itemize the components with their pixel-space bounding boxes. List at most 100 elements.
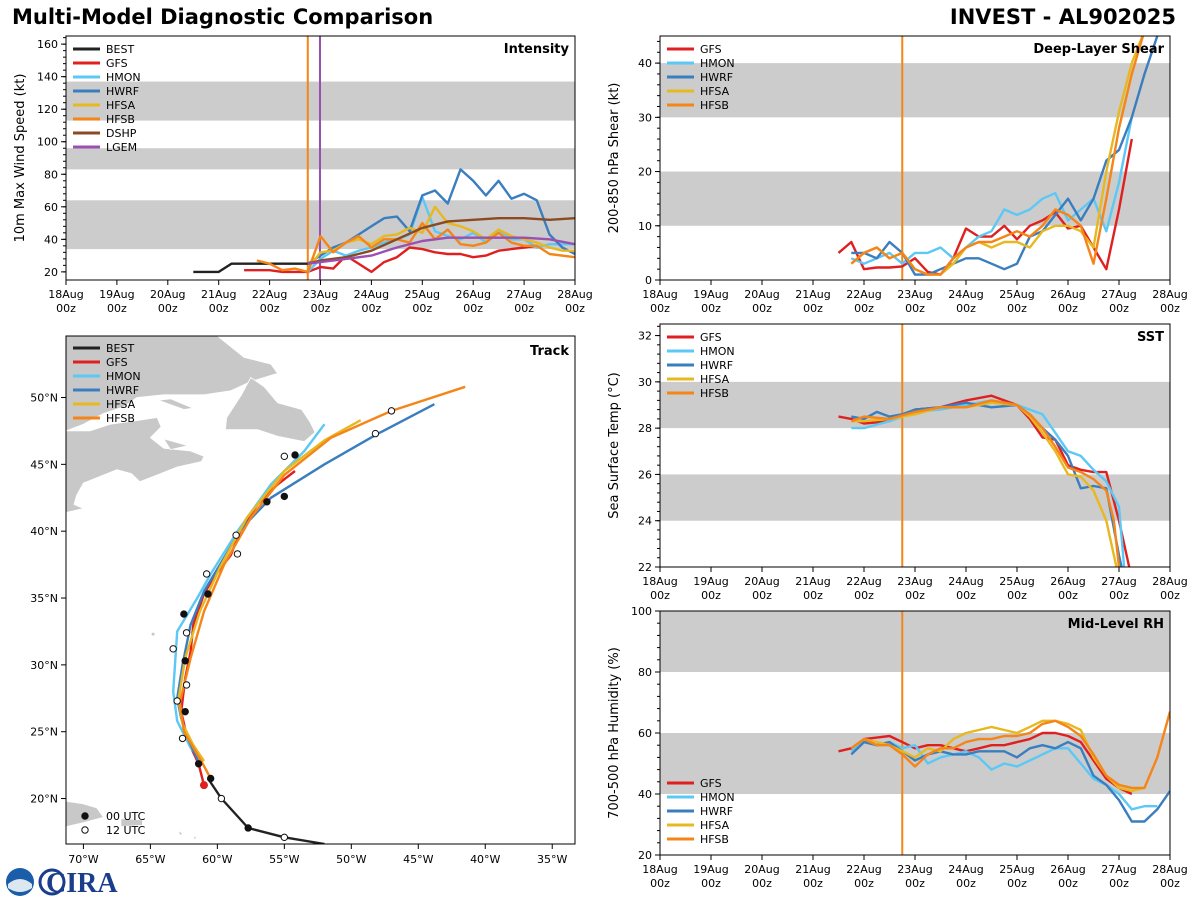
- rh-ytick-label-80: 80: [638, 666, 652, 679]
- intensity-series-dshp: [307, 216, 575, 265]
- rh-xtick-label-6: 24Aug 00z: [948, 863, 983, 890]
- track-xtick-label-2: 60°W: [202, 853, 232, 866]
- land-mass-6: [120, 818, 143, 828]
- rh-series-hfsa: [850, 719, 1145, 793]
- track-frame: [65, 335, 576, 845]
- track-ytick-label-4: 40°N: [30, 525, 58, 538]
- rh-xtick-date: 19Aug: [693, 863, 728, 876]
- intensity-series-best: [193, 262, 308, 274]
- intensity-ytick-label-40: 40: [44, 233, 58, 246]
- intensity-ytick-label-160: 160: [37, 38, 58, 51]
- intensity-ytick-label-80: 80: [44, 168, 58, 181]
- sst-xtick-hour: 00z: [956, 589, 976, 602]
- shear-series-hfsb: [850, 36, 1145, 276]
- rh-xtick-label-9: 27Aug 00z: [1101, 863, 1136, 890]
- track-legend-label-hfsb: HFSB: [106, 412, 135, 425]
- sst-xtick-label-6: 24Aug 00z: [948, 575, 983, 602]
- shear-xtick-label-10: 28Aug 00z: [1152, 288, 1187, 315]
- intensity-xtick-label-3: 21Aug 00z: [201, 288, 236, 315]
- track-marker-hwrf-0: [178, 734, 187, 743]
- shear-ytick-label-10: 10: [638, 220, 652, 233]
- land-mass-4: [162, 438, 189, 451]
- rh-legend-label-gfs: GFS: [700, 777, 722, 790]
- rh-xtick-hour: 00z: [1160, 877, 1180, 890]
- track-marker-hwrf-1: [173, 697, 181, 705]
- sst-xtick-hour: 00z: [1160, 589, 1180, 602]
- sst-xtick-label-2: 20Aug 00z: [744, 575, 779, 602]
- shear-legend-label-hwrf: HWRF: [700, 71, 733, 84]
- track-current-position: [199, 781, 208, 790]
- rh-xtick-hour: 00z: [1007, 877, 1027, 890]
- rh-band-1: [660, 611, 1170, 672]
- shear-legend-label-hfsa: HFSA: [700, 85, 730, 98]
- shear-legend-label-gfs: GFS: [700, 43, 722, 56]
- track-marker-best-2: [217, 794, 226, 803]
- rh-xtick-label-3: 21Aug 00z: [795, 863, 830, 890]
- shear-xtick-date: 23Aug: [897, 288, 932, 301]
- shear-ytick-label-20: 20: [638, 166, 652, 179]
- intensity-xtick-date: 27Aug: [506, 288, 541, 301]
- track-xtick-label-6: 40°W: [470, 853, 500, 866]
- sst-legend-label-hfsb: HFSB: [700, 387, 729, 400]
- shear-band-1: [660, 63, 1170, 118]
- sst-ytick-label-28: 28: [638, 422, 652, 435]
- sst-xtick-hour: 00z: [752, 589, 772, 602]
- track-marker-hfsa-2: [291, 451, 299, 459]
- sst-ytick-label-24: 24: [638, 515, 652, 528]
- intensity-xtick-date: 20Aug: [150, 288, 185, 301]
- rh-xtick-hour: 00z: [1109, 877, 1129, 890]
- intensity-xtick-label-7: 25Aug 00z: [405, 288, 440, 315]
- bermuda-island: [151, 632, 155, 636]
- track-marker-hfsa-0: [182, 681, 191, 689]
- track-ytick-label-6: 50°N: [30, 391, 58, 404]
- sst-legend-label-hwrf: HWRF: [700, 359, 733, 372]
- rh-xtick-label-10: 28Aug 00z: [1152, 863, 1187, 890]
- rh-series-hfsb: [850, 711, 1170, 790]
- track-marker-gfs-7: [280, 492, 289, 501]
- intensity-xtick-label-10: 28Aug 00z: [557, 288, 592, 315]
- rh-xtick-date: 22Aug: [846, 863, 881, 876]
- sst-xtick-date: 20Aug: [744, 575, 779, 588]
- sst-xtick-date: 19Aug: [693, 575, 728, 588]
- shear-xtick-label-3: 21Aug 00z: [795, 288, 830, 315]
- track-series-hfsb: [178, 385, 466, 780]
- rh-xtick-hour: 00z: [803, 877, 823, 890]
- shear-xtick-hour: 00z: [701, 302, 721, 315]
- intensity-series-lgem: [307, 236, 575, 265]
- rh-series-group: [838, 711, 1170, 823]
- track-marker-gfs-6: [263, 498, 271, 506]
- rh-xtick-label-7: 25Aug 00z: [999, 863, 1034, 890]
- track-marker-hmon-1: [202, 570, 211, 578]
- rh-xtick-label-5: 23Aug 00z: [897, 863, 932, 890]
- track-marker-hfsb-0: [206, 774, 215, 783]
- shear-legend-label-hfsb: HFSB: [700, 99, 729, 112]
- shear-xtick-date: 24Aug: [948, 288, 983, 301]
- track-ytick-label-2: 30°N: [30, 659, 58, 672]
- intensity-legend-label-hfsa: HFSA: [106, 99, 136, 112]
- rh-xtick-hour: 00z: [1058, 877, 1078, 890]
- sst-xtick-date: 23Aug: [897, 575, 932, 588]
- land-mass-2: [224, 376, 316, 443]
- shear-xtick-date: 21Aug: [795, 288, 830, 301]
- track-xtick-label-0: 70°W: [68, 853, 98, 866]
- shear-panel-title: Deep-Layer Shear: [1033, 42, 1164, 57]
- shear-xtick-date: 19Aug: [693, 288, 728, 301]
- sst-xtick-hour: 00z: [905, 589, 925, 602]
- track-legend-label-hmon: HMON: [106, 370, 141, 383]
- shear-xtick-date: 27Aug: [1101, 288, 1136, 301]
- intensity-xtick-hour: 00z: [463, 302, 483, 315]
- rh-xtick-date: 21Aug: [795, 863, 830, 876]
- intensity-xtick-date: 23Aug: [303, 288, 338, 301]
- track-ytick-label-1: 25°N: [30, 726, 58, 739]
- intensity-xtick-label-1: 19Aug 00z: [99, 288, 134, 315]
- sst-series-hfsb: [850, 399, 1121, 567]
- rh-xtick-hour: 00z: [650, 877, 670, 890]
- shear-xtick-date: 20Aug: [744, 288, 779, 301]
- intensity-xtick-date: 26Aug: [455, 288, 490, 301]
- shear-xtick-hour: 00z: [650, 302, 670, 315]
- rh-xtick-hour: 00z: [854, 877, 874, 890]
- shear-xtick-hour: 00z: [1109, 302, 1129, 315]
- intensity-xtick-date: 24Aug: [354, 288, 389, 301]
